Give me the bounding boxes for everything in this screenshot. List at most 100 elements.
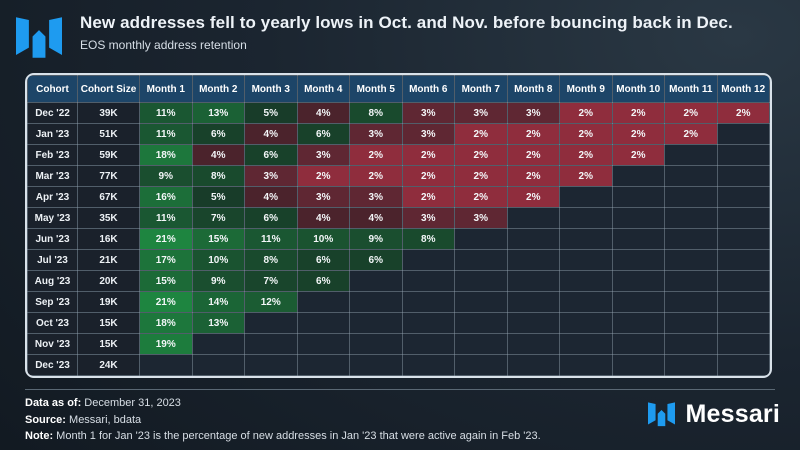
retention-cell — [664, 249, 718, 271]
cohort-size: 24K — [77, 354, 140, 376]
retention-cell: 2% — [454, 123, 508, 145]
retention-cell: 3% — [454, 207, 508, 229]
table-row: Aug '23 20K 15% 9% 7% 6% — [27, 270, 770, 292]
source-line: Source: Messari, bdata — [25, 412, 541, 429]
retention-cell — [611, 186, 665, 208]
table-row: Dec '23 24K — [27, 354, 770, 376]
table-row: Apr '23 67K 16% 5% 4% 3% 3% 2% 2% 2% — [27, 186, 770, 208]
header-text: New addresses fell to yearly lows in Oct… — [80, 10, 733, 52]
retention-cell — [664, 186, 718, 208]
retention-cell: 2% — [349, 144, 403, 166]
retention-cell — [664, 354, 718, 376]
retention-cell: 21% — [139, 291, 193, 313]
table-body: Dec '22 39K 11% 13% 5% 4% 8% 3% 3% 3% 2% 2% 2% 2% Jan … — [27, 102, 770, 376]
retention-cell — [506, 228, 560, 250]
retention-cell: 4% — [191, 144, 245, 166]
retention-cell — [454, 354, 508, 376]
retention-cell — [664, 312, 718, 334]
retention-cell — [611, 165, 665, 187]
retention-cell — [716, 207, 770, 229]
cohort-size: 39K — [77, 102, 140, 124]
retention-cell: 2% — [664, 102, 718, 124]
retention-cell — [559, 312, 613, 334]
table-row: Sep '23 19K 21% 14% 12% — [27, 291, 770, 313]
retention-cell — [506, 312, 560, 334]
footer-divider — [25, 389, 775, 390]
cohort-size: 20K — [77, 270, 140, 292]
retention-cell: 2% — [349, 165, 403, 187]
cohort-label: May '23 — [27, 207, 78, 229]
table-row: Jul '23 21K 17% 10% 8% 6% 6% — [27, 249, 770, 271]
column-header: Month 3 — [244, 75, 298, 103]
table-row: Mar '23 77K 9% 8% 3% 2% 2% 2% 2% 2% 2% — [27, 165, 770, 187]
retention-cell — [506, 270, 560, 292]
retention-cell: 19% — [139, 333, 193, 355]
retention-cell — [716, 186, 770, 208]
source-value: Messari, bdata — [65, 413, 142, 426]
retention-cell: 10% — [191, 249, 245, 271]
retention-cell: 8% — [191, 165, 245, 187]
retention-cell: 4% — [244, 186, 298, 208]
retention-cell: 17% — [139, 249, 193, 271]
retention-cell — [559, 354, 613, 376]
column-header: Month 11 — [664, 75, 718, 103]
table-row: Feb '23 59K 18% 4% 6% 3% 2% 2% 2% 2% 2% 2% — [27, 144, 770, 166]
retention-cell — [454, 312, 508, 334]
retention-cell — [559, 228, 613, 250]
retention-cell: 6% — [296, 123, 350, 145]
table-header-row: Cohort Cohort Size Month 1 Month 2 Month 3 Mo… — [27, 75, 770, 103]
cohort-size: 51K — [77, 123, 140, 145]
retention-cell: 8% — [349, 102, 403, 124]
retention-cell: 4% — [296, 102, 350, 124]
retention-cell: 2% — [506, 144, 560, 166]
retention-cell: 4% — [349, 207, 403, 229]
retention-cell — [611, 333, 665, 355]
retention-cell — [454, 228, 508, 250]
retention-cell: 15% — [139, 270, 193, 292]
column-header: Cohort Size — [77, 75, 140, 103]
retention-cell: 3% — [401, 102, 455, 124]
retention-cell — [244, 312, 298, 334]
retention-cell — [664, 228, 718, 250]
note-value: Month 1 for Jan '23 is the percentage of… — [53, 430, 541, 442]
retention-cell — [296, 333, 350, 355]
retention-cell: 13% — [191, 102, 245, 124]
retention-cell — [664, 333, 718, 355]
retention-cell: 7% — [191, 207, 245, 229]
retention-cell: 11% — [139, 207, 193, 229]
retention-cell: 3% — [349, 186, 403, 208]
retention-cell — [506, 291, 560, 313]
retention-cell: 2% — [506, 186, 560, 208]
retention-cell — [454, 333, 508, 355]
table-row: Oct '23 15K 18% 13% — [27, 312, 770, 334]
page-header: New addresses fell to yearly lows in Oct… — [16, 10, 733, 62]
retention-cell — [716, 312, 770, 334]
retention-cell — [611, 291, 665, 313]
retention-cell — [611, 249, 665, 271]
retention-cell: 2% — [401, 165, 455, 187]
retention-cell: 8% — [244, 249, 298, 271]
retention-cell: 2% — [506, 123, 560, 145]
retention-cell — [716, 291, 770, 313]
retention-cell — [454, 291, 508, 313]
retention-cell: 2% — [559, 165, 613, 187]
table-row: Dec '22 39K 11% 13% 5% 4% 8% 3% 3% 3% 2% 2% 2% 2% — [27, 102, 770, 124]
retention-cell — [506, 354, 560, 376]
retention-cell — [716, 144, 770, 166]
retention-cell — [401, 249, 455, 271]
retention-table-container: Cohort Cohort Size Month 1 Month 2 Month 3 Mo… — [25, 73, 772, 378]
retention-cell — [296, 354, 350, 376]
retention-cell — [716, 228, 770, 250]
retention-cell — [559, 270, 613, 292]
retention-cell — [716, 123, 770, 145]
retention-cell: 9% — [139, 165, 193, 187]
retention-cell: 6% — [244, 207, 298, 229]
retention-cell — [664, 270, 718, 292]
cohort-label: Jul '23 — [27, 249, 78, 271]
retention-cell — [716, 270, 770, 292]
retention-cell — [349, 291, 403, 313]
retention-cell — [506, 249, 560, 271]
retention-cell: 6% — [296, 249, 350, 271]
retention-cell: 16% — [139, 186, 193, 208]
retention-cell: 18% — [139, 312, 193, 334]
